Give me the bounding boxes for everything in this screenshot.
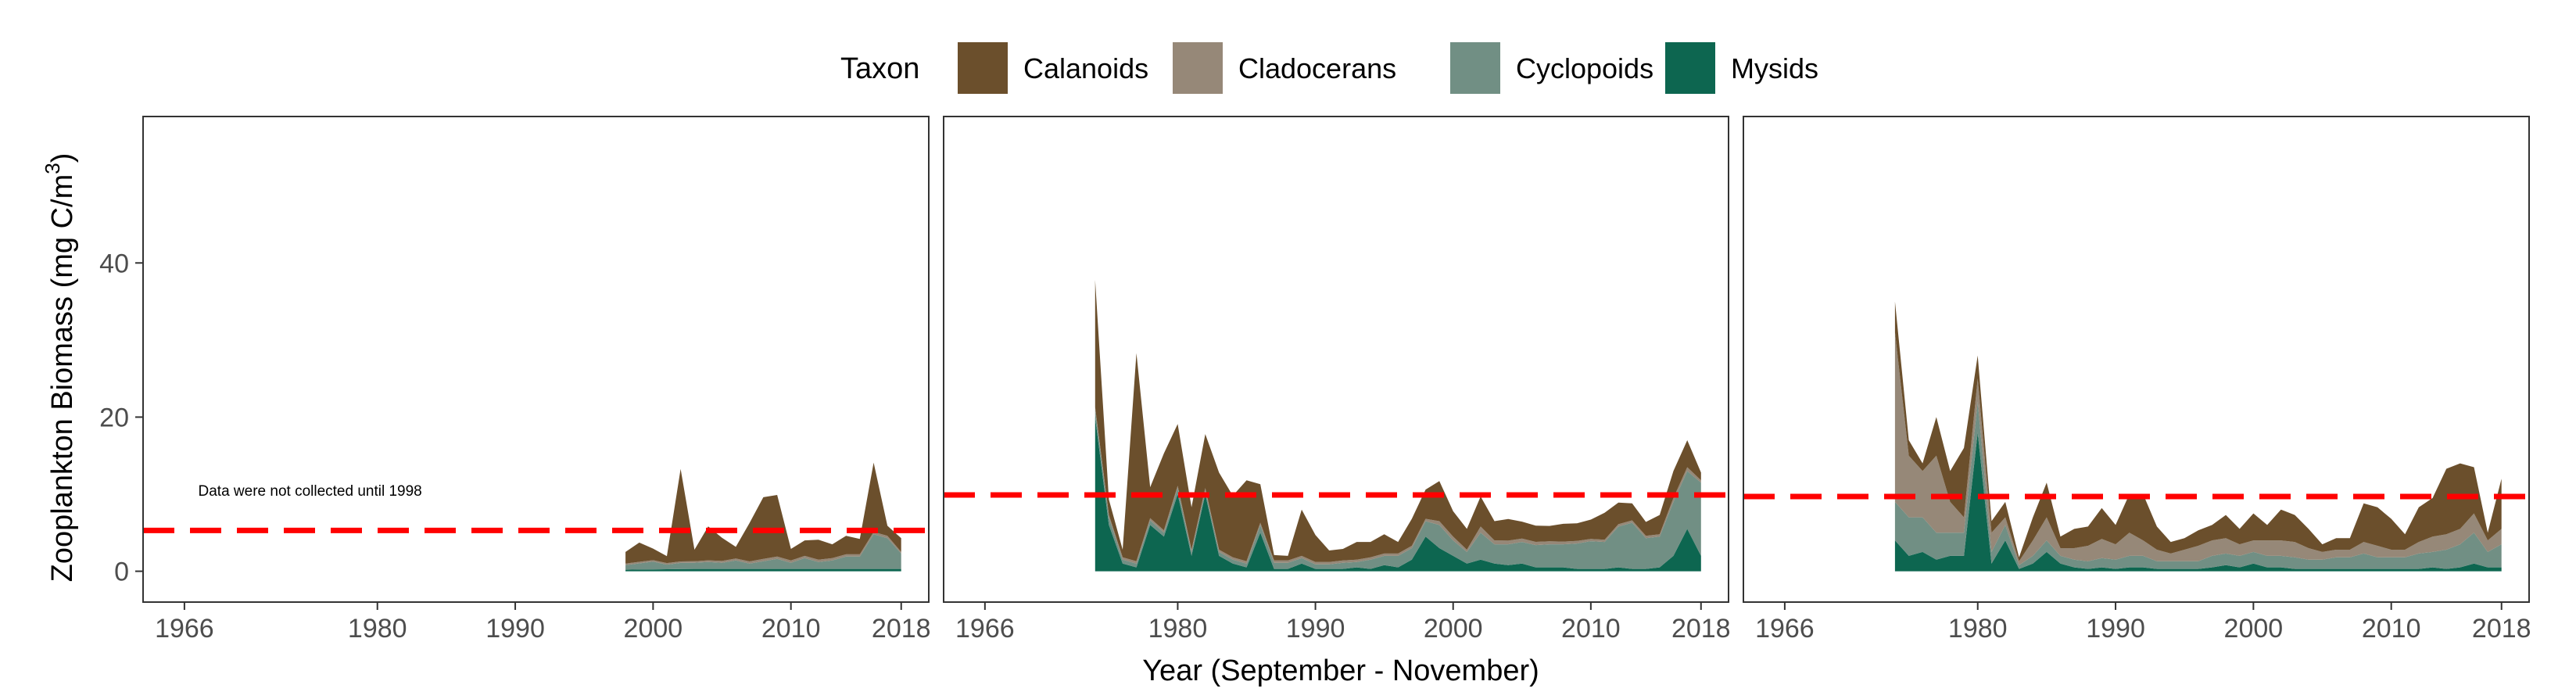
legend-item-mysids: Mysids <box>1665 42 1818 94</box>
legend: Taxon Calanoids Cladocerans Cyclopoids Mysi… <box>840 42 1818 94</box>
area-cyclopoids <box>1894 401 2502 569</box>
area-cyclopoids <box>625 534 901 570</box>
stacked-areas <box>1095 280 1701 572</box>
legend-title: Taxon <box>840 52 919 85</box>
y-tick-label: 40 <box>99 249 129 278</box>
x-tick-label: 2000 <box>1424 614 1483 644</box>
x-tick-label: 2018 <box>1671 614 1731 644</box>
y-axis-title: Zooplankton Biomass (mg C/m3) <box>41 153 79 583</box>
area-cyclopoids <box>1095 409 1701 569</box>
legend-key-cyclopoids <box>1450 42 1500 94</box>
area-cladocerans <box>1894 332 2502 565</box>
legend-key-mysids <box>1665 42 1715 94</box>
panel-border <box>142 116 930 603</box>
panel-1: Data were not collected until 1998 1966 19… <box>99 116 931 644</box>
x-tick-label: 2018 <box>2472 614 2531 644</box>
x-tick-label: 1966 <box>155 614 214 644</box>
area-mysids <box>625 568 901 572</box>
x-tick-label: 2000 <box>2224 614 2284 644</box>
x-tick-label: 2018 <box>872 614 931 644</box>
x-tick-label: 2010 <box>1561 614 1621 644</box>
x-tick-label: 1980 <box>1948 614 2008 644</box>
panel-3: 1966 1980 1990 2000 2010 2018 <box>1743 116 2531 644</box>
panel-2: 1966 1980 1990 2000 2010 2018 <box>943 116 1731 644</box>
legend-label: Mysids <box>1731 52 1818 84</box>
x-tick-label: 1990 <box>2086 614 2145 644</box>
x-tick-label: 1980 <box>348 614 407 644</box>
x-tick-label: 2010 <box>761 614 821 644</box>
stacked-areas <box>625 462 901 572</box>
legend-label: Cladocerans <box>1238 52 1396 84</box>
panel-border <box>1743 116 2530 603</box>
x-tick-label: 1966 <box>955 614 1015 644</box>
legend-item-calanoids: Calanoids <box>958 42 1148 94</box>
x-axis-title: Year (September - November) <box>1142 654 1539 687</box>
area-calanoids <box>625 462 901 564</box>
x-tick-label: 1990 <box>1286 614 1345 644</box>
area-mysids <box>1894 432 2502 572</box>
y-tick-label: 0 <box>114 558 129 587</box>
x-tick-label: 1966 <box>1755 614 1815 644</box>
x-tick-label: 1990 <box>485 614 545 644</box>
panel-border <box>943 116 1729 603</box>
legend-key-calanoids <box>958 42 1008 94</box>
area-mysids <box>1095 417 1701 572</box>
legend-item-cladocerans: Cladocerans <box>1173 42 1396 94</box>
legend-item-cyclopoids: Cyclopoids <box>1450 42 1653 94</box>
area-calanoids <box>1095 280 1701 562</box>
legend-key-cladocerans <box>1173 42 1223 94</box>
y-tick-label: 20 <box>99 403 129 432</box>
annotation: Data were not collected until 1998 <box>199 483 422 500</box>
x-tick-label: 2010 <box>2362 614 2421 644</box>
legend-label: Cyclopoids <box>1516 52 1653 84</box>
legend-label: Calanoids <box>1023 52 1148 84</box>
x-tick-label: 1980 <box>1148 614 1208 644</box>
x-tick-label: 2000 <box>624 614 683 644</box>
